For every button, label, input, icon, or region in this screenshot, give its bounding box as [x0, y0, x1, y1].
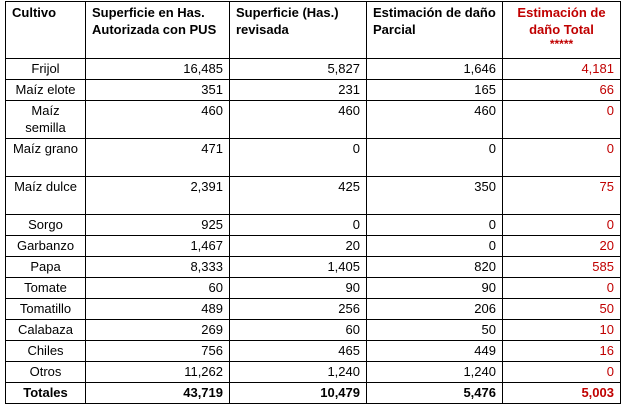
cell-total: 50 [502, 298, 621, 320]
table-row: Maíz semilla 460 460 460 0 [5, 100, 621, 139]
cell-cultivo: Maíz dulce [5, 176, 86, 215]
cell-cultivo: Chiles [5, 340, 86, 362]
cell-autorizada: 756 [85, 340, 230, 362]
totals-parcial: 5,476 [366, 382, 503, 404]
cell-cultivo: Frijol [5, 58, 86, 80]
cell-total: 4,181 [502, 58, 621, 80]
table-row: Calabaza 269 60 50 10 [5, 319, 621, 341]
table-row: Tomate 60 90 90 0 [5, 277, 621, 299]
cell-autorizada: 351 [85, 79, 230, 101]
cell-revisada: 1,240 [229, 361, 367, 383]
header-dano-total-cell: Estimación de daño Total ***** [502, 1, 621, 59]
cell-parcial: 1,240 [366, 361, 503, 383]
cell-parcial: 350 [366, 176, 503, 215]
cell-parcial: 0 [366, 214, 503, 236]
cell-parcial: 165 [366, 79, 503, 101]
cell-parcial: 90 [366, 277, 503, 299]
totals-total: 5,003 [502, 382, 621, 404]
header-dano-parcial: Estimación de daño Parcial [366, 1, 503, 59]
cell-autorizada: 460 [85, 100, 230, 139]
cell-revisada: 465 [229, 340, 367, 362]
cell-total: 20 [502, 235, 621, 257]
totals-label: Totales [5, 382, 86, 404]
cell-total: 75 [502, 176, 621, 215]
cell-revisada: 425 [229, 176, 367, 215]
header-cultivo: Cultivo [5, 1, 86, 59]
cell-total: 10 [502, 319, 621, 341]
cell-autorizada: 489 [85, 298, 230, 320]
cell-revisada: 5,827 [229, 58, 367, 80]
cell-parcial: 449 [366, 340, 503, 362]
cell-autorizada: 925 [85, 214, 230, 236]
cell-cultivo: Calabaza [5, 319, 86, 341]
cell-revisada: 90 [229, 277, 367, 299]
table-body: Frijol 16,485 5,827 1,646 4,181 Maíz elo… [5, 58, 621, 404]
cell-cultivo: Tomatillo [5, 298, 86, 320]
cell-total: 0 [502, 361, 621, 383]
totals-row: Totales 43,719 10,479 5,476 5,003 [5, 382, 621, 404]
cell-revisada: 256 [229, 298, 367, 320]
table-row: Otros 11,262 1,240 1,240 0 [5, 361, 621, 383]
cell-total: 0 [502, 214, 621, 236]
cell-total: 0 [502, 277, 621, 299]
header-dano-total: Estimación de daño Total [517, 5, 606, 37]
cell-cultivo: Sorgo [5, 214, 86, 236]
cell-autorizada: 16,485 [85, 58, 230, 80]
cell-autorizada: 269 [85, 319, 230, 341]
cell-revisada: 60 [229, 319, 367, 341]
table-row: Garbanzo 1,467 20 0 20 [5, 235, 621, 257]
header-superficie-autorizada: Superficie en Has. Autorizada con PUS [85, 1, 230, 59]
header-row: Cultivo Superficie en Has. Autorizada co… [5, 1, 621, 59]
cell-cultivo: Maíz grano [5, 138, 86, 177]
table-row: Sorgo 925 0 0 0 [5, 214, 621, 236]
header-dano-total-mark: ***** [549, 37, 574, 51]
table-row: Chiles 756 465 449 16 [5, 340, 621, 362]
cell-cultivo: Maíz semilla [5, 100, 86, 139]
totals-autorizada: 43,719 [85, 382, 230, 404]
table-row: Frijol 16,485 5,827 1,646 4,181 [5, 58, 621, 80]
crop-damage-table: Cultivo Superficie en Has. Autorizada co… [5, 1, 621, 404]
cell-revisada: 0 [229, 138, 367, 177]
cell-total: 0 [502, 100, 621, 139]
cell-parcial: 206 [366, 298, 503, 320]
header-superficie-revisada: Superficie (Has.) revisada [229, 1, 367, 59]
cell-parcial: 0 [366, 235, 503, 257]
cell-parcial: 50 [366, 319, 503, 341]
cell-autorizada: 471 [85, 138, 230, 177]
table-row: Maíz dulce 2,391 425 350 75 [5, 176, 621, 215]
table-header: Cultivo Superficie en Has. Autorizada co… [5, 1, 621, 59]
cell-revisada: 231 [229, 79, 367, 101]
table-row: Maíz elote 351 231 165 66 [5, 79, 621, 101]
cell-autorizada: 8,333 [85, 256, 230, 278]
cell-cultivo: Otros [5, 361, 86, 383]
cell-cultivo: Papa [5, 256, 86, 278]
cell-parcial: 0 [366, 138, 503, 177]
cell-cultivo: Garbanzo [5, 235, 86, 257]
crop-damage-table-container: Cultivo Superficie en Has. Autorizada co… [5, 1, 621, 404]
cell-autorizada: 60 [85, 277, 230, 299]
cell-total: 585 [502, 256, 621, 278]
cell-total: 0 [502, 138, 621, 177]
cell-revisada: 460 [229, 100, 367, 139]
cell-revisada: 0 [229, 214, 367, 236]
cell-autorizada: 1,467 [85, 235, 230, 257]
cell-total: 16 [502, 340, 621, 362]
cell-cultivo: Maíz elote [5, 79, 86, 101]
cell-revisada: 20 [229, 235, 367, 257]
cell-autorizada: 2,391 [85, 176, 230, 215]
cell-parcial: 460 [366, 100, 503, 139]
totals-revisada: 10,479 [229, 382, 367, 404]
cell-parcial: 1,646 [366, 58, 503, 80]
cell-autorizada: 11,262 [85, 361, 230, 383]
cell-parcial: 820 [366, 256, 503, 278]
table-row: Maíz grano 471 0 0 0 [5, 138, 621, 177]
table-row: Tomatillo 489 256 206 50 [5, 298, 621, 320]
cell-revisada: 1,405 [229, 256, 367, 278]
cell-total: 66 [502, 79, 621, 101]
table-row: Papa 8,333 1,405 820 585 [5, 256, 621, 278]
cell-cultivo: Tomate [5, 277, 86, 299]
